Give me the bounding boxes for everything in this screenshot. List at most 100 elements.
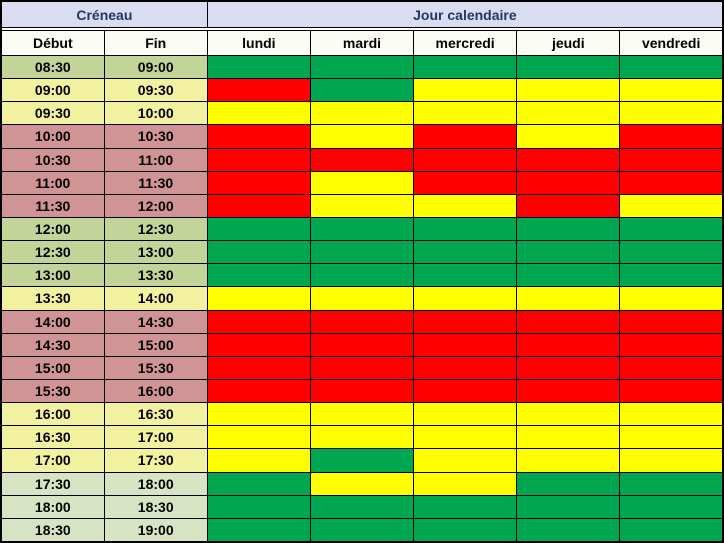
day-cell-lundi-17:00[interactable] (206, 448, 311, 473)
day-cell-vendredi-15:00[interactable] (619, 355, 724, 380)
day-cell-lundi-18:30[interactable] (206, 517, 311, 543)
day-cell-mardi-14:30[interactable] (309, 332, 415, 357)
day-cell-lundi-18:00[interactable] (206, 494, 311, 519)
day-cell-lundi-15:30[interactable] (206, 378, 311, 404)
day-cell-jeudi-16:30[interactable] (516, 425, 621, 450)
day-cell-mercredi-11:30[interactable] (413, 193, 518, 218)
day-cell-vendredi-17:00[interactable] (619, 448, 724, 473)
day-cell-mercredi-14:00[interactable] (413, 309, 518, 334)
day-cell-vendredi-12:30[interactable] (619, 240, 724, 265)
day-cell-lundi-08:30[interactable] (206, 54, 311, 80)
day-cell-lundi-16:30[interactable] (206, 425, 311, 450)
day-cell-lundi-10:30[interactable] (206, 147, 311, 172)
day-cell-jeudi-10:30[interactable] (516, 147, 621, 172)
day-cell-lundi-09:00[interactable] (206, 78, 311, 103)
day-cell-mercredi-18:30[interactable] (413, 517, 518, 543)
day-cell-jeudi-18:30[interactable] (516, 517, 621, 543)
day-cell-jeudi-09:00[interactable] (516, 78, 621, 103)
day-cell-jeudi-15:00[interactable] (516, 355, 621, 380)
day-cell-jeudi-17:30[interactable] (516, 471, 621, 496)
day-cell-mercredi-17:30[interactable] (413, 471, 518, 496)
day-cell-mardi-09:00[interactable] (309, 78, 415, 103)
day-cell-lundi-09:30[interactable] (206, 101, 311, 126)
day-cell-mercredi-15:00[interactable] (413, 355, 518, 380)
day-cell-mercredi-14:30[interactable] (413, 332, 518, 357)
day-cell-lundi-14:00[interactable] (206, 309, 311, 334)
day-cell-mercredi-11:00[interactable] (413, 170, 518, 195)
day-cell-jeudi-08:30[interactable] (516, 54, 621, 80)
day-cell-vendredi-11:00[interactable] (619, 170, 724, 195)
day-cell-mercredi-16:00[interactable] (413, 402, 518, 427)
day-cell-mardi-16:30[interactable] (309, 425, 415, 450)
day-cell-jeudi-11:30[interactable] (516, 193, 621, 218)
day-cell-jeudi-10:00[interactable] (516, 124, 621, 149)
day-cell-mercredi-13:00[interactable] (413, 263, 518, 288)
day-cell-mercredi-09:00[interactable] (413, 78, 518, 103)
day-cell-jeudi-17:00[interactable] (516, 448, 621, 473)
day-cell-mardi-16:00[interactable] (309, 402, 415, 427)
day-cell-jeudi-14:30[interactable] (516, 332, 621, 357)
day-cell-mardi-10:30[interactable] (309, 147, 415, 172)
day-cell-lundi-12:00[interactable] (206, 216, 311, 242)
day-cell-mardi-18:00[interactable] (309, 494, 415, 519)
day-cell-mardi-17:00[interactable] (309, 448, 415, 473)
day-cell-jeudi-14:00[interactable] (516, 309, 621, 334)
day-cell-vendredi-09:00[interactable] (619, 78, 724, 103)
day-cell-mardi-17:30[interactable] (309, 471, 415, 496)
day-cell-jeudi-09:30[interactable] (516, 101, 621, 126)
day-cell-mercredi-12:00[interactable] (413, 216, 518, 242)
day-cell-vendredi-14:30[interactable] (619, 332, 724, 357)
day-cell-mercredi-18:00[interactable] (413, 494, 518, 519)
day-cell-vendredi-15:30[interactable] (619, 378, 724, 404)
day-cell-lundi-17:30[interactable] (206, 471, 311, 496)
day-cell-mardi-10:00[interactable] (309, 124, 415, 149)
day-cell-mardi-13:00[interactable] (309, 263, 415, 288)
day-cell-lundi-11:30[interactable] (206, 193, 311, 218)
day-cell-vendredi-14:00[interactable] (619, 309, 724, 334)
day-cell-lundi-16:00[interactable] (206, 402, 311, 427)
day-cell-vendredi-10:30[interactable] (619, 147, 724, 172)
day-cell-jeudi-18:00[interactable] (516, 494, 621, 519)
day-cell-mardi-18:30[interactable] (309, 517, 415, 543)
day-cell-lundi-12:30[interactable] (206, 240, 311, 265)
day-cell-jeudi-13:00[interactable] (516, 263, 621, 288)
day-cell-lundi-13:30[interactable] (206, 286, 311, 311)
day-cell-mardi-11:30[interactable] (309, 193, 415, 218)
day-cell-mardi-15:30[interactable] (309, 378, 415, 404)
day-cell-vendredi-13:30[interactable] (619, 286, 724, 311)
day-cell-jeudi-12:00[interactable] (516, 216, 621, 242)
day-cell-vendredi-10:00[interactable] (619, 124, 724, 149)
day-cell-mercredi-09:30[interactable] (413, 101, 518, 126)
day-cell-lundi-10:00[interactable] (206, 124, 311, 149)
day-cell-mardi-15:00[interactable] (309, 355, 415, 380)
day-cell-mercredi-13:30[interactable] (413, 286, 518, 311)
day-cell-lundi-13:00[interactable] (206, 263, 311, 288)
day-cell-mardi-12:00[interactable] (309, 216, 415, 242)
day-cell-vendredi-08:30[interactable] (619, 54, 724, 80)
day-cell-jeudi-12:30[interactable] (516, 240, 621, 265)
day-cell-vendredi-16:30[interactable] (619, 425, 724, 450)
day-cell-vendredi-09:30[interactable] (619, 101, 724, 126)
day-cell-mercredi-10:00[interactable] (413, 124, 518, 149)
day-cell-vendredi-18:30[interactable] (619, 517, 724, 543)
day-cell-jeudi-13:30[interactable] (516, 286, 621, 311)
day-cell-mardi-08:30[interactable] (309, 54, 415, 80)
day-cell-mardi-09:30[interactable] (309, 101, 415, 126)
day-cell-vendredi-18:00[interactable] (619, 494, 724, 519)
day-cell-mercredi-15:30[interactable] (413, 378, 518, 404)
day-cell-jeudi-11:00[interactable] (516, 170, 621, 195)
day-cell-vendredi-12:00[interactable] (619, 216, 724, 242)
day-cell-vendredi-17:30[interactable] (619, 471, 724, 496)
day-cell-jeudi-16:00[interactable] (516, 402, 621, 427)
day-cell-mardi-11:00[interactable] (309, 170, 415, 195)
day-cell-lundi-11:00[interactable] (206, 170, 311, 195)
day-cell-mardi-12:30[interactable] (309, 240, 415, 265)
day-cell-mercredi-17:00[interactable] (413, 448, 518, 473)
day-cell-mercredi-10:30[interactable] (413, 147, 518, 172)
day-cell-vendredi-16:00[interactable] (619, 402, 724, 427)
day-cell-mercredi-16:30[interactable] (413, 425, 518, 450)
day-cell-mercredi-12:30[interactable] (413, 240, 518, 265)
day-cell-vendredi-11:30[interactable] (619, 193, 724, 218)
day-cell-mercredi-08:30[interactable] (413, 54, 518, 80)
day-cell-lundi-15:00[interactable] (206, 355, 311, 380)
